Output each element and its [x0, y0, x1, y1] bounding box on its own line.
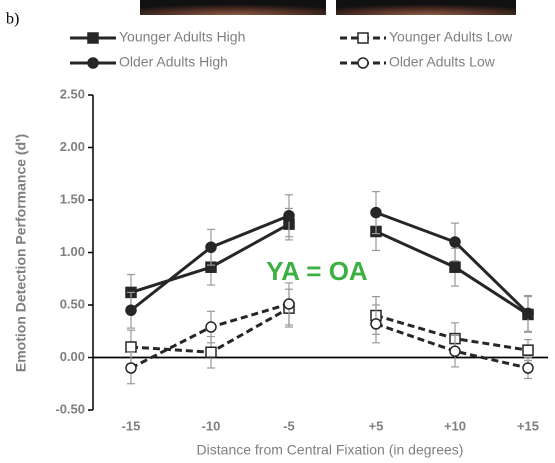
- x-tick-label: +15: [517, 418, 539, 433]
- data-point: [125, 362, 137, 374]
- x-axis-label: Distance from Central Fixation (in degre…: [197, 442, 464, 458]
- x-tick-label: -15: [122, 418, 141, 433]
- data-point: [449, 345, 461, 357]
- legend-marker: [87, 32, 99, 44]
- y-tick-label: 0.00: [60, 349, 85, 364]
- y-tick-label: 2.50: [60, 86, 85, 101]
- data-point: [522, 307, 534, 320]
- data-point: [370, 318, 382, 330]
- legend-label: Younger Adults High: [119, 29, 245, 45]
- annotation: YA = OA: [266, 256, 368, 286]
- y-axis-label: Emotion Detection Performance (d'): [13, 134, 29, 372]
- legend-marker: [87, 57, 99, 69]
- stimulus-image: [336, 0, 516, 15]
- data-point: [205, 241, 217, 253]
- x-tick-label: +5: [369, 418, 384, 433]
- data-point: [370, 206, 382, 219]
- data-point: [283, 210, 295, 222]
- y-tick-label: 1.00: [60, 244, 85, 259]
- series-line: [130, 222, 290, 294]
- data-point: [449, 261, 461, 273]
- data-point: [522, 344, 534, 356]
- y-tick-label: 1.50: [60, 191, 85, 206]
- data-point: [522, 362, 534, 374]
- data-point: [205, 346, 217, 358]
- y-tick-label: 0.50: [60, 296, 85, 311]
- legend-label: Older Adults High: [119, 54, 228, 70]
- legend-label: Younger Adults Low: [389, 29, 513, 45]
- data-point: [125, 304, 137, 316]
- legend-marker: [357, 57, 369, 69]
- data-point: [449, 236, 461, 248]
- legend-marker: [357, 32, 369, 44]
- data-point: [283, 298, 295, 310]
- data-point: [205, 321, 217, 333]
- y-tick-label: 2.00: [60, 139, 85, 154]
- x-tick-label: -10: [202, 418, 221, 433]
- stimulus-image: [140, 0, 326, 15]
- x-tick-label: +10: [444, 418, 466, 433]
- data-point: [125, 341, 137, 353]
- panel-label: b): [6, 11, 19, 28]
- y-tick-label: -0.50: [55, 401, 85, 416]
- legend-label: Older Adults Low: [389, 54, 496, 70]
- x-tick-label: -5: [283, 418, 295, 433]
